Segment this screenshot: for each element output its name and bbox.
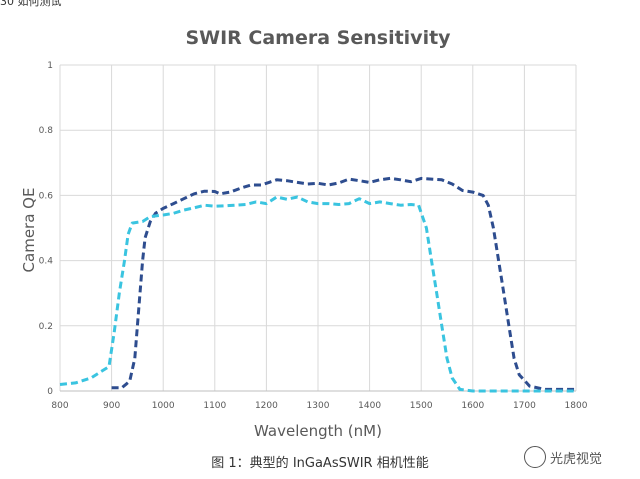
y-tick-label: 0.4	[39, 257, 54, 267]
y-tick-label: 0	[47, 387, 53, 397]
y-axis-label: Camera QE	[20, 188, 38, 273]
top-text-fragment: 30 如何测试	[0, 0, 62, 8]
y-tick-label: 0.6	[39, 191, 54, 201]
series-line-2	[59, 195, 576, 393]
x-axis-label: Wavelength (nM)	[254, 422, 382, 440]
x-tick-label: 1200	[255, 401, 278, 411]
y-tick-label: 0.8	[39, 126, 54, 136]
y-tick-label: 1	[47, 61, 53, 71]
x-tick-label: 1100	[203, 401, 226, 411]
grid	[59, 64, 577, 392]
x-tick-label: 1700	[513, 401, 536, 411]
line-chart: SWIR Camera Sensitivity 800 900 1000 1100 12…	[20, 27, 588, 440]
x-tick-label: 1800	[565, 401, 588, 411]
x-tick-label: 1000	[152, 401, 175, 411]
chart-title: SWIR Camera Sensitivity	[185, 27, 451, 49]
x-tick-label: 1300	[307, 401, 330, 411]
watermark: 光虎视觉	[524, 446, 602, 468]
wechat-logo-icon	[524, 446, 546, 468]
figure-caption: 图 1：典型的 InGaAsSWIR 相机性能	[211, 456, 429, 471]
x-tick-label: 1600	[461, 401, 484, 411]
series-line-1	[111, 176, 576, 391]
watermark-text: 光虎视觉	[550, 451, 603, 467]
x-tick-label: 1500	[410, 401, 433, 411]
tick-labels: 800 900 1000 1100 1200 1300 1400 1500 1600 1700 18…	[39, 61, 588, 411]
x-tick-label: 1400	[358, 401, 381, 411]
x-tick-label: 900	[103, 401, 120, 411]
y-tick-label: 0.2	[39, 322, 53, 332]
x-tick-label: 800	[51, 401, 68, 411]
series-lines	[59, 176, 576, 393]
